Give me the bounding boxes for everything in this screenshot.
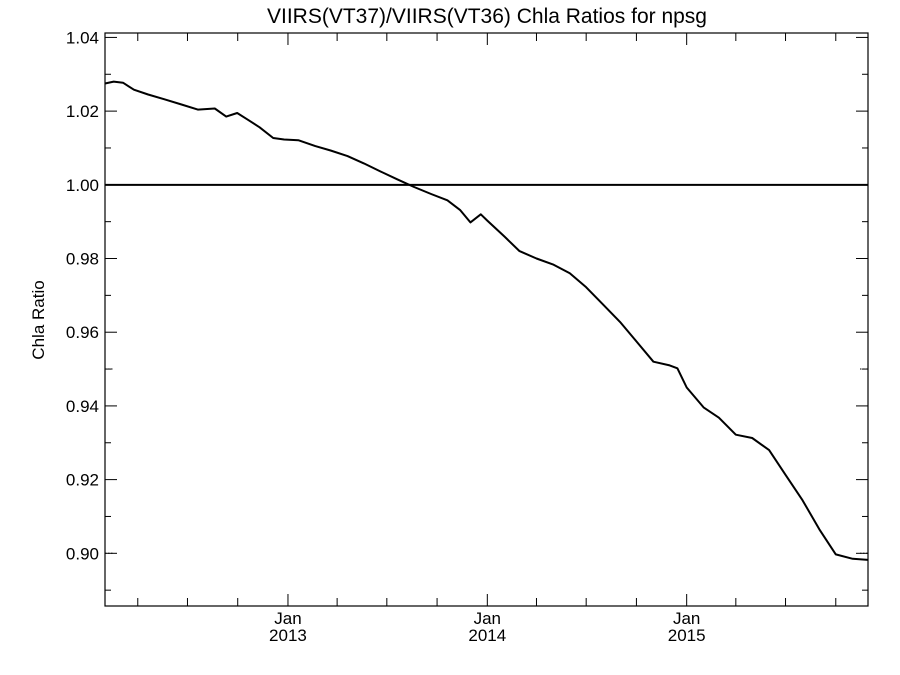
axis-ticks <box>105 33 868 606</box>
y-tick-label: 0.92 <box>66 471 99 490</box>
x-tick-label-month: Jan <box>673 609 700 628</box>
y-tick-label: 1.02 <box>66 102 99 121</box>
y-axis-label: Chla Ratio <box>29 280 48 359</box>
x-tick-label-month: Jan <box>274 609 301 628</box>
x-tick-label-year: 2013 <box>269 626 307 645</box>
y-tick-label: 1.04 <box>66 28 99 47</box>
x-tick-label-year: 2015 <box>668 626 706 645</box>
x-tick-label-year: 2014 <box>468 626 506 645</box>
series-line <box>104 80 869 561</box>
chart-title: VIIRS(VT37)/VIIRS(VT36) Chla Ratios for … <box>267 5 707 28</box>
plot-frame <box>104 32 869 607</box>
tick-labels: 0.900.920.940.960.981.001.021.04Jan2013J… <box>66 28 706 645</box>
y-tick-label: 0.96 <box>66 323 99 342</box>
x-tick-label-month: Jan <box>474 609 501 628</box>
y-tick-label: 1.00 <box>66 176 99 195</box>
plot-marks <box>104 80 869 561</box>
y-tick-label: 0.90 <box>66 544 99 563</box>
y-tick-label: 0.98 <box>66 250 99 269</box>
y-tick-label: 0.94 <box>66 397 99 416</box>
